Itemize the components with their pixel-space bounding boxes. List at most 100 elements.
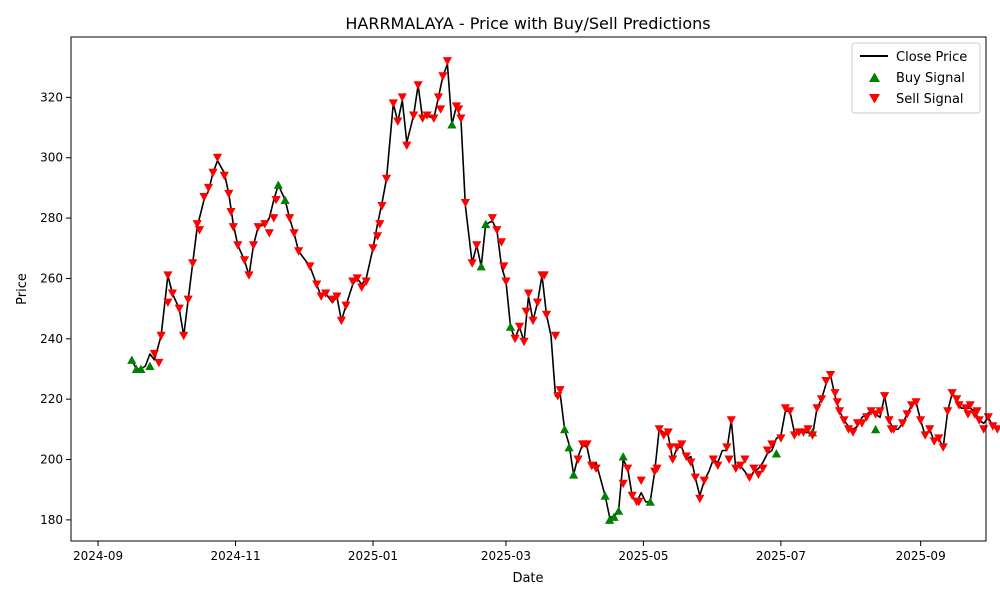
sell-signal-marker bbox=[907, 401, 917, 410]
x-axis: 2024-09 2024-11 2025-01 2025-03 2025-05 2025-… bbox=[73, 541, 946, 563]
sell-signal-marker bbox=[780, 404, 790, 413]
sell-signal-marker bbox=[192, 220, 202, 229]
sell-signal-marker bbox=[740, 455, 750, 464]
x-tick-label: 2025-03 bbox=[481, 549, 531, 563]
sell-signal-marker bbox=[839, 416, 849, 425]
sell-signal-marker bbox=[285, 214, 295, 223]
buy-signal-marker bbox=[600, 491, 610, 500]
sell-signal-marker bbox=[521, 307, 531, 316]
sell-signal-marker bbox=[722, 443, 732, 452]
sell-signal-marker bbox=[510, 334, 520, 344]
sell-signal-marker bbox=[587, 461, 597, 470]
sell-signal-marker bbox=[690, 473, 700, 482]
sell-signal-marker bbox=[832, 398, 842, 407]
sell-signal-marker bbox=[871, 410, 881, 419]
y-tick-label: 180 bbox=[40, 513, 63, 527]
sell-signal-marker bbox=[880, 392, 890, 401]
sell-signal-marker bbox=[699, 476, 709, 485]
sell-signal-marker bbox=[289, 229, 299, 238]
sell-signal-marker bbox=[154, 358, 164, 368]
sell-signal-marker bbox=[539, 271, 549, 280]
sell-signal-marker bbox=[174, 304, 184, 313]
sell-signal-marker bbox=[952, 395, 962, 404]
sell-signal-marker bbox=[368, 244, 378, 253]
sell-signal-marker bbox=[260, 220, 270, 229]
sell-signal-marker bbox=[269, 214, 279, 223]
sell-signal-marker bbox=[316, 292, 326, 301]
sell-signal-marker bbox=[776, 434, 786, 443]
chart-title: HARRMALAYA - Price with Buy/Sell Predict… bbox=[345, 14, 710, 33]
sell-signal-marker bbox=[163, 298, 173, 307]
buy-signal-marker bbox=[127, 355, 137, 364]
y-tick-label: 300 bbox=[40, 151, 63, 165]
sell-signal-marker bbox=[228, 223, 238, 232]
sell-signal-marker bbox=[409, 111, 419, 120]
sell-signal-marker bbox=[665, 443, 676, 452]
sell-signal-marker bbox=[528, 316, 538, 326]
sell-signal-marker bbox=[418, 114, 428, 123]
sell-signal-marker bbox=[271, 196, 281, 205]
sell-signal-marker bbox=[352, 274, 362, 283]
sell-signal-marker bbox=[332, 292, 342, 301]
buy-signal-marker bbox=[136, 364, 146, 373]
x-tick-label: 2025-01 bbox=[348, 549, 398, 563]
sell-signal-marker bbox=[821, 377, 831, 386]
sell-signal-marker bbox=[361, 277, 371, 286]
buy-signal-marker bbox=[505, 322, 516, 331]
sell-signal-marker bbox=[963, 410, 973, 419]
sell-signal-marker bbox=[884, 416, 894, 425]
sell-signal-marker bbox=[199, 193, 209, 202]
sell-signal-marker bbox=[623, 464, 633, 473]
sell-signal-marker bbox=[816, 395, 827, 404]
sell-signal-marker bbox=[499, 262, 509, 271]
y-tick-label: 260 bbox=[40, 271, 63, 285]
sell-signal-marker bbox=[393, 117, 403, 126]
sell-signal-marker bbox=[388, 99, 398, 108]
legend-sell-marker bbox=[869, 94, 880, 104]
sell-signal-marker bbox=[911, 398, 921, 407]
sell-signal-marker bbox=[239, 256, 250, 265]
sell-signal-marker bbox=[902, 410, 912, 419]
legend-label-buy-signal: Buy Signal bbox=[896, 71, 965, 86]
sell-signal-marker bbox=[708, 455, 718, 464]
sell-signal-marker bbox=[713, 461, 723, 470]
sell-signal-marker bbox=[454, 105, 464, 114]
sell-signal-marker bbox=[183, 295, 193, 304]
sell-signal-marker bbox=[965, 401, 975, 410]
x-tick-label: 2024-09 bbox=[73, 549, 123, 563]
buy-signal-marker bbox=[145, 361, 155, 370]
sell-signal-marker bbox=[496, 238, 507, 247]
sell-signal-marker bbox=[550, 331, 561, 341]
sell-signal-marker bbox=[327, 295, 337, 304]
sell-signal-marker bbox=[988, 422, 998, 431]
sell-signal-marker bbox=[668, 455, 678, 464]
sell-signal-marker bbox=[438, 72, 448, 81]
sell-signal-marker bbox=[294, 247, 304, 256]
sell-signal-marker bbox=[767, 440, 777, 449]
sell-signal-marker bbox=[591, 464, 601, 473]
sell-signal-marker bbox=[812, 404, 822, 413]
sell-signal-marker bbox=[321, 289, 331, 298]
sell-signal-marker bbox=[681, 452, 691, 461]
y-tick-label: 280 bbox=[40, 211, 63, 225]
sell-signal-marker bbox=[555, 386, 565, 395]
sell-signal-marker bbox=[179, 331, 189, 341]
sell-signal-marker bbox=[762, 446, 772, 455]
sell-signal-marker bbox=[224, 189, 234, 199]
x-tick-label: 2025-07 bbox=[756, 549, 806, 563]
x-tick-label: 2025-05 bbox=[618, 549, 668, 563]
sell-signal-marker bbox=[163, 271, 173, 280]
buy-signal-marker bbox=[605, 515, 615, 524]
legend: Close Price Buy Signal Sell Signal bbox=[851, 42, 981, 114]
sell-signal-marker bbox=[348, 277, 358, 286]
y-tick-label: 320 bbox=[40, 90, 63, 104]
sell-signal-marker bbox=[413, 81, 423, 90]
sell-signal-marker bbox=[442, 57, 452, 66]
sell-signal-marker bbox=[219, 171, 229, 181]
sell-signal-marker bbox=[203, 183, 214, 193]
sell-signal-marker bbox=[798, 428, 809, 437]
sell-signal-marker bbox=[375, 220, 385, 229]
sell-signal-marker bbox=[830, 389, 840, 398]
y-axis-label: Price bbox=[15, 273, 30, 305]
